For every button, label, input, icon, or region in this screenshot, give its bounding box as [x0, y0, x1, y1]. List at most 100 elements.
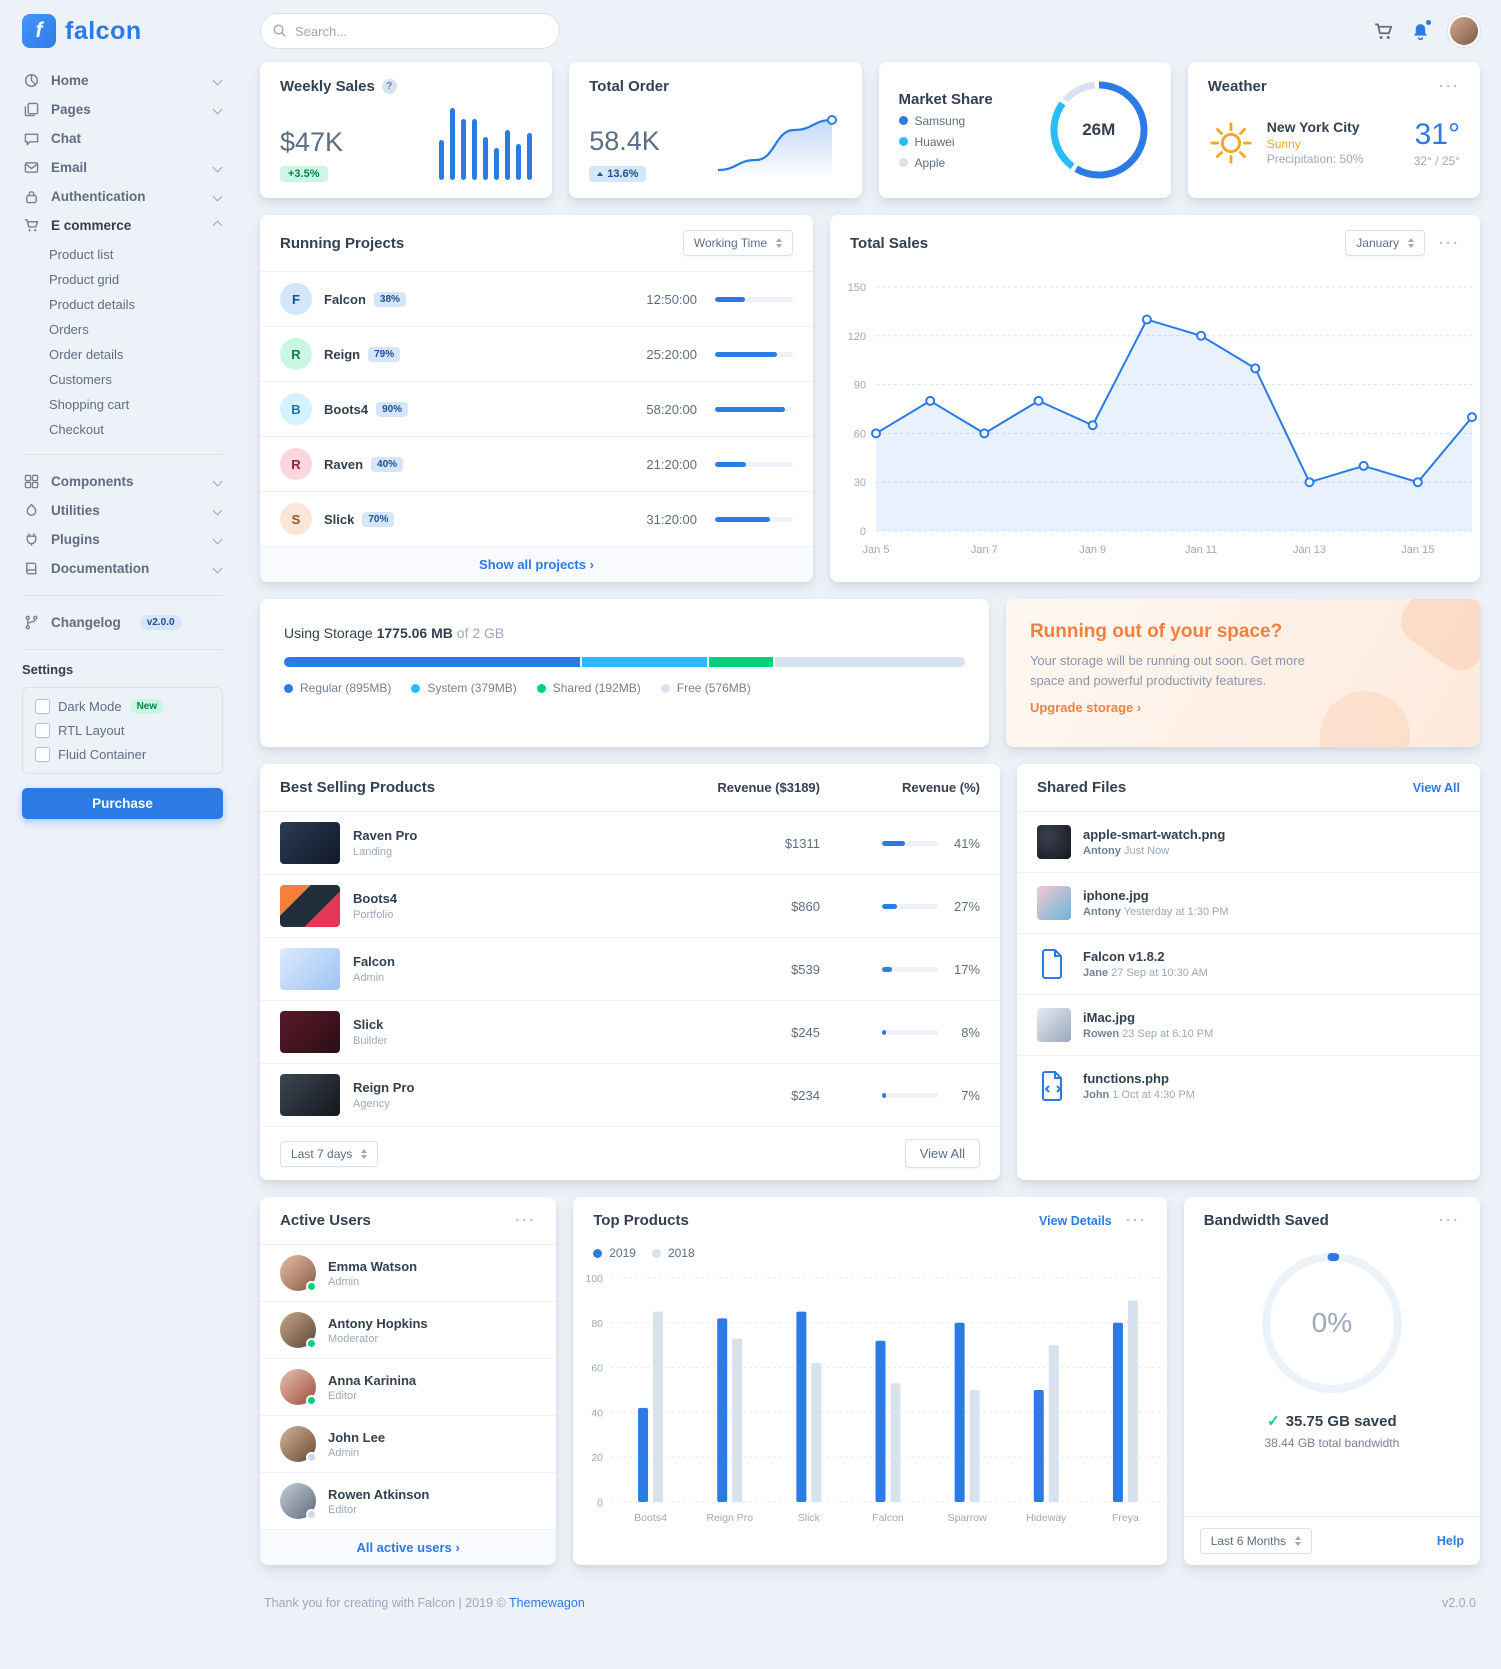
- file-name[interactable]: iMac.jpg: [1083, 1010, 1136, 1025]
- file-owner: Jane: [1083, 967, 1109, 979]
- project-time: 21:20:00: [646, 456, 697, 472]
- footer-text: Thank you for creating with Falcon | 201…: [264, 1596, 585, 1610]
- product-thumbnail: [280, 1011, 340, 1053]
- help-link[interactable]: Help: [1436, 1534, 1464, 1548]
- storage-segment: [581, 657, 708, 667]
- notifications-button[interactable]: [1411, 18, 1432, 41]
- themewagon-link[interactable]: Themewagon: [509, 1596, 585, 1610]
- dark-mode-checkbox[interactable]: Dark Mode New: [35, 699, 210, 714]
- footer-year: 2019 ©: [465, 1596, 506, 1610]
- product-thumbnail: [280, 948, 340, 990]
- card-menu-button[interactable]: ···: [1439, 234, 1460, 252]
- purchase-button[interactable]: Purchase: [22, 788, 223, 819]
- view-details-link[interactable]: View Details: [1039, 1213, 1112, 1228]
- sidebar-item-utilities[interactable]: Utilities: [22, 496, 223, 525]
- sidebar-item-label: Home: [51, 73, 89, 88]
- sidebar-item-customers[interactable]: Customers: [49, 372, 112, 387]
- settings-heading: Settings: [22, 662, 74, 677]
- sidebar-item-plugins[interactable]: Plugins: [22, 525, 223, 554]
- sidebar-item-changelog[interactable]: Changelog v2.0.0: [22, 608, 223, 637]
- sidebar-item-order-details[interactable]: Order details: [49, 347, 124, 362]
- date-range-select[interactable]: Last 7 days: [280, 1140, 379, 1167]
- sidebar-item-product-grid[interactable]: Product grid: [49, 272, 120, 287]
- sidebar-item-product-list[interactable]: Product list: [49, 247, 114, 262]
- file-row: iphone.jpg Antony Yesterday at 1:30 PM: [1017, 872, 1480, 933]
- file-name[interactable]: apple-smart-watch.png: [1083, 827, 1226, 842]
- link-label: Show all projects: [479, 557, 586, 572]
- file-name[interactable]: functions.php: [1083, 1071, 1169, 1086]
- sidebar-item-product-details[interactable]: Product details: [49, 297, 135, 312]
- sidebar-item-documentation[interactable]: Documentation: [22, 554, 223, 583]
- project-name-link[interactable]: Slick: [324, 511, 355, 527]
- revenue-progress-bar: [882, 1092, 938, 1098]
- falcon-logo[interactable]: f falcon: [22, 14, 223, 48]
- user-name[interactable]: John Lee: [328, 1429, 386, 1445]
- sidebar-item-orders[interactable]: Orders: [49, 322, 89, 337]
- upgrade-storage-link[interactable]: Upgrade storage ›: [1030, 700, 1456, 715]
- total-order-chart: [710, 112, 842, 182]
- project-name-link[interactable]: Reign: [324, 346, 361, 362]
- legend-item: 2018: [651, 1246, 695, 1260]
- rtl-layout-checkbox[interactable]: RTL Layout: [35, 723, 210, 738]
- status-dot: [306, 1281, 317, 1292]
- sidebar-item-authentication[interactable]: Authentication: [22, 182, 223, 211]
- info-icon[interactable]: ?: [381, 79, 397, 94]
- project-name-link[interactable]: Falcon: [324, 291, 366, 307]
- project-progress-bar: [715, 406, 793, 412]
- card-menu-button[interactable]: ···: [1439, 78, 1460, 95]
- product-name[interactable]: Reign Pro: [353, 1080, 415, 1095]
- product-name[interactable]: Slick: [353, 1017, 384, 1032]
- user-name[interactable]: Rowen Atkinson: [328, 1486, 430, 1502]
- weather-precipitation: Precipitation: 50%: [1266, 152, 1364, 166]
- show-all-projects-link[interactable]: Show all projects ›: [260, 546, 813, 582]
- sidebar-item-home[interactable]: Home: [22, 66, 223, 95]
- svg-text:150: 150: [848, 282, 866, 294]
- card-menu-button[interactable]: ···: [1125, 1212, 1147, 1229]
- product-name[interactable]: Raven Pro: [353, 828, 418, 843]
- sidebar-item-shopping-cart[interactable]: Shopping cart: [49, 397, 130, 412]
- status-dot: [306, 1395, 317, 1406]
- view-all-link[interactable]: View All: [1412, 780, 1460, 795]
- weather-high-low: 32° / 25°: [1413, 153, 1460, 168]
- product-name[interactable]: Boots4: [353, 891, 398, 906]
- fluid-container-checkbox[interactable]: Fluid Container: [35, 747, 210, 762]
- sidebar-item-pages[interactable]: Pages: [22, 95, 223, 124]
- card-menu-button[interactable]: ···: [1439, 1212, 1460, 1229]
- notification-dot: [1425, 18, 1432, 26]
- project-name-link[interactable]: Boots4: [324, 401, 369, 417]
- cart-button[interactable]: [1374, 22, 1393, 41]
- user-name[interactable]: Emma Watson: [328, 1258, 418, 1274]
- user-name[interactable]: Antony Hopkins: [328, 1315, 428, 1331]
- link-label: Upgrade storage: [1029, 700, 1134, 715]
- working-time-select[interactable]: Working Time: [682, 230, 793, 256]
- project-name-link[interactable]: Raven: [324, 456, 364, 472]
- sidebar-item-ecommerce[interactable]: E commerce: [22, 211, 223, 240]
- month-select[interactable]: January: [1345, 230, 1425, 256]
- legend-dot: [898, 116, 908, 125]
- months-range-select[interactable]: Last 6 Months: [1199, 1528, 1313, 1554]
- view-all-button[interactable]: View All: [904, 1139, 980, 1168]
- sidebar-item-chat[interactable]: Chat: [22, 124, 223, 153]
- sidebar-item-components[interactable]: Components: [22, 467, 223, 496]
- legend-dot: [411, 683, 421, 693]
- search-input[interactable]: [260, 13, 560, 49]
- svg-text:60: 60: [854, 428, 866, 440]
- progress-fill: [715, 296, 745, 302]
- all-active-users-link[interactable]: All active users ›: [260, 1529, 557, 1565]
- status-dot: [306, 1452, 317, 1463]
- zip-file-icon: [1037, 947, 1071, 981]
- file-name[interactable]: iphone.jpg: [1083, 888, 1149, 903]
- product-name[interactable]: Falcon: [353, 954, 395, 969]
- sidebar-item-checkout[interactable]: Checkout: [49, 422, 104, 437]
- project-progress-bar: [715, 296, 793, 302]
- sidebar-item-email[interactable]: Email: [22, 153, 223, 182]
- checkbox-icon: [35, 747, 50, 762]
- user-avatar[interactable]: [1448, 15, 1480, 47]
- user-name[interactable]: Anna Karinina: [328, 1372, 417, 1388]
- file-name[interactable]: Falcon v1.8.2: [1083, 949, 1165, 964]
- progress-fill: [715, 406, 786, 412]
- product-row: Raven Pro Landing $1311 41%: [260, 811, 1000, 874]
- progress-fill: [882, 1029, 887, 1035]
- card-menu-button[interactable]: ···: [515, 1212, 537, 1229]
- chevron-right-icon: ›: [1136, 700, 1142, 715]
